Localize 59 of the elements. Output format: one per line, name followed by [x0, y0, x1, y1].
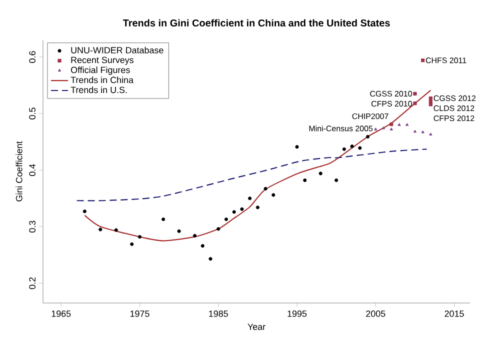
y-tick-label: 0.5: [29, 108, 36, 120]
x-tick-label: 2005: [366, 310, 386, 317]
legend-label: Official Figures: [70, 66, 130, 75]
point: [256, 206, 260, 210]
point: [264, 186, 268, 191]
point: [334, 178, 338, 182]
point: [240, 207, 244, 211]
legend-label: Trends in U.S.: [70, 86, 127, 94]
y-tick-label: 0.2: [29, 277, 36, 290]
x-tick-label: 1995: [288, 310, 307, 317]
y-axis-title: Gini Coefficient: [16, 141, 22, 202]
point: [421, 58, 425, 62]
point: [82, 210, 86, 214]
point: [192, 234, 197, 238]
point: [177, 229, 181, 233]
x-tick-label: 1965: [52, 310, 71, 317]
point: [413, 130, 417, 133]
point: [200, 244, 204, 248]
x-axis-title: Year: [248, 324, 266, 330]
point: [248, 196, 252, 200]
point: [138, 235, 142, 239]
point: [374, 128, 378, 130]
point: [398, 123, 401, 126]
point: [162, 217, 166, 222]
point: [421, 130, 424, 134]
point: [232, 210, 236, 214]
x-tick-label: 1975: [130, 310, 150, 317]
x-tick-label: 2015: [444, 310, 464, 317]
legend-label: Recent Surveys: [71, 56, 134, 65]
point: [342, 147, 346, 151]
point: [429, 132, 432, 136]
y-tick-label: 0.4: [29, 164, 36, 176]
point: [406, 123, 409, 126]
point: [390, 122, 394, 126]
point: [350, 144, 354, 148]
point: [208, 257, 212, 261]
point: [413, 102, 417, 106]
point: [428, 102, 432, 106]
point: [390, 128, 393, 130]
point: [216, 227, 220, 231]
point: [358, 146, 362, 150]
legend-label: UNU-WIDER Database: [71, 46, 164, 54]
point: [295, 145, 299, 149]
point: [98, 228, 102, 232]
x-tick-label: 1985: [209, 310, 228, 317]
point: [413, 92, 417, 96]
line-series: [76, 148, 428, 202]
chart-title: Trends in Gini Coefficient in China and the United States: [122, 19, 390, 27]
point: [272, 193, 276, 197]
point: [303, 178, 307, 182]
point: [366, 134, 370, 139]
point: [114, 228, 118, 232]
legend-label: Trends in China: [70, 76, 134, 84]
y-tick-label: 0.3: [29, 220, 36, 233]
point: [382, 126, 386, 130]
point: [224, 217, 228, 222]
point: [318, 172, 322, 176]
y-tick-label: 0.6: [29, 51, 36, 63]
point: [130, 242, 134, 246]
